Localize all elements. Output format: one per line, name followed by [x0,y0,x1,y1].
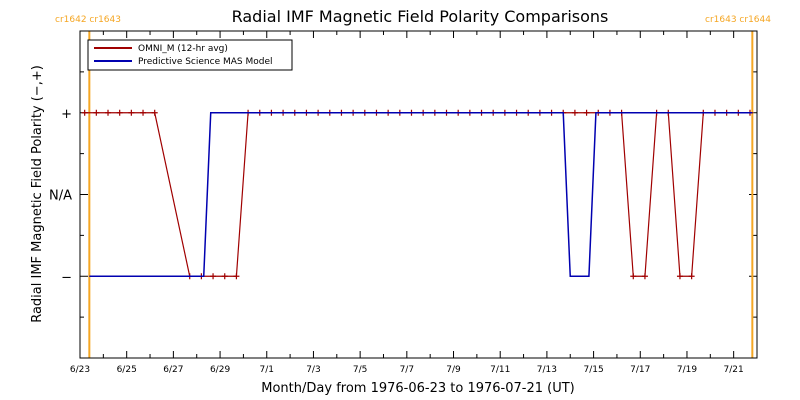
x-axis-label: Month/Day from 1976-06-23 to 1976-07-21 … [261,381,574,396]
omni-data-point [210,273,217,280]
x-tick-label: 6/29 [210,365,230,375]
x-tick-label: 7/5 [353,365,367,375]
omni-data-point [81,109,88,116]
mas-series-line [89,112,753,277]
legend-label-mas: Predictive Science MAS Model [138,57,273,67]
x-tick-label: 6/25 [117,365,137,375]
y-axis-label: Radial IMF Magnetic Field Polarity (−,+) [30,65,45,323]
legend-label-omni: OMNI_M (12-hr avg) [138,44,228,54]
omni-data-point [233,273,240,280]
omni-data-point [151,109,158,116]
omni-data-point [105,109,112,116]
y-tick-label: + [61,107,72,122]
x-tick-label: 7/13 [537,365,557,375]
omni-series-line [84,112,750,277]
x-tick-label: 7/17 [630,365,650,375]
cr-label-left: cr1642 cr1643 [55,15,121,25]
x-tick-label: 7/1 [260,365,274,375]
omni-data-point [641,273,648,280]
x-tick-label: 7/11 [490,365,510,375]
plot-frame [79,30,758,359]
omni-data-point [571,109,578,116]
omni-data-point [128,109,135,116]
omni-data-point [583,109,590,116]
omni-data-point [676,273,683,280]
x-tick-label: 7/9 [446,365,461,375]
x-tick-label: 7/7 [400,365,414,375]
x-tick-label: 6/23 [70,365,90,375]
omni-data-point [116,109,123,116]
omni-data-point [630,273,637,280]
cr-label-right: cr1643 cr1644 [705,15,771,25]
plot-area: 6/23 6/25 6/27 6/29 7/1 7/3 7/5 7/7 7/9 7/11 7/13 7… [49,30,758,375]
x-tick-label: 7/21 [724,365,744,375]
y-tick-label: N/A [49,189,72,204]
omni-data-point [140,109,147,116]
x-tick-label: 7/19 [677,365,697,375]
omni-data-point [688,273,695,280]
x-tick-label: 6/27 [163,365,183,375]
omni-data-point [93,109,100,116]
chart-title: Radial IMF Magnetic Field Polarity Compa… [232,7,609,26]
legend: OMNI_M (12-hr avg) Predictive Science MA… [87,39,293,71]
x-tick-label: 7/15 [583,365,603,375]
x-tick-label: 7/3 [306,365,320,375]
legend-box [87,39,293,71]
y-tick-label: − [61,270,72,285]
omni-data-point [221,273,228,280]
